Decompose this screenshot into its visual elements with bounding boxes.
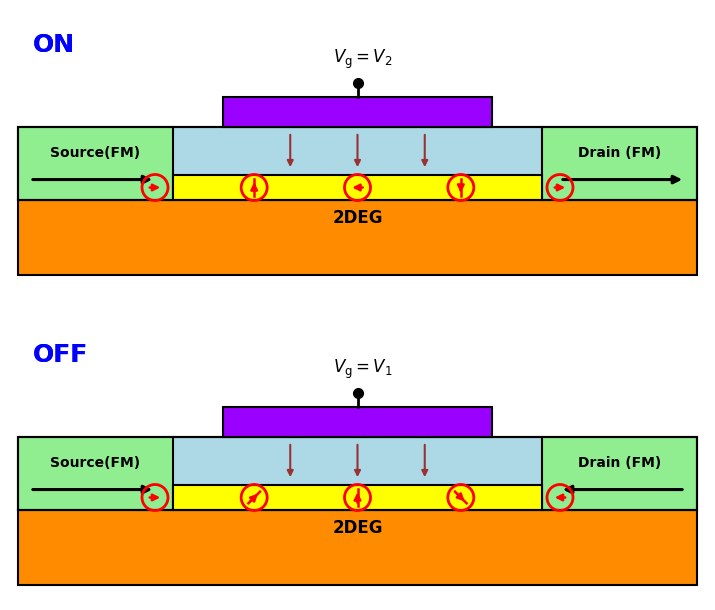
Bar [18,437,173,510]
Bar [18,510,697,585]
Text: Source(FM): Source(FM) [51,146,141,160]
Bar [18,200,697,275]
Bar [173,437,542,485]
Bar [18,127,173,200]
Text: ON: ON [33,33,75,57]
Text: Source(FM): Source(FM) [51,456,141,470]
Bar [173,175,542,200]
Text: Drain (FM): Drain (FM) [578,456,661,470]
Text: ON: ON [33,33,75,57]
Text: $V_\mathrm{g} = V_1$: $V_\mathrm{g} = V_1$ [332,358,393,381]
Text: $V_\mathrm{g} = V_2$: $V_\mathrm{g} = V_2$ [333,48,392,71]
Text: OFF: OFF [33,343,88,367]
Text: 2DEG: 2DEG [332,209,383,227]
Text: Drain (FM): Drain (FM) [578,146,661,160]
Bar [18,437,697,510]
Bar [18,127,697,200]
Bar [542,127,697,200]
Bar [223,97,492,127]
Bar [173,127,542,175]
Text: OFF: OFF [33,343,88,367]
Bar [173,485,542,510]
Bar [542,437,697,510]
Text: 2DEG: 2DEG [332,519,383,537]
Bar [223,407,492,437]
